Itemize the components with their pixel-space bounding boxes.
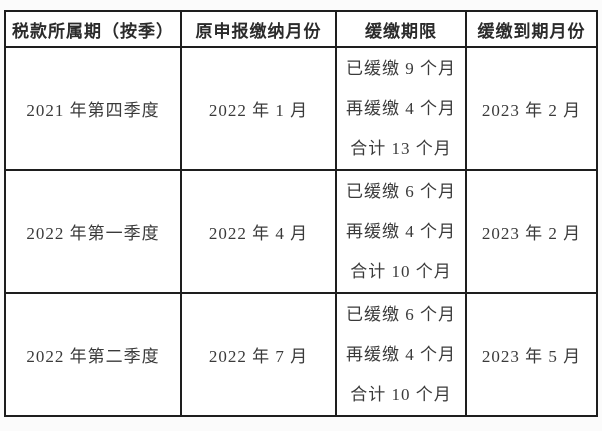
- cell-tax-period: 2022 年第二季度: [4, 292, 182, 417]
- header-original-filing-month: 原申报缴纳月份: [180, 10, 337, 48]
- table-row: 2022 年第一季度 2022 年 4 月 已缓缴 6 个月 再缓缴 4 个月 …: [4, 169, 598, 294]
- header-deferral-due-month: 缓缴到期月份: [465, 10, 598, 48]
- deferral-line-additional: 再缓缴 4 个月: [346, 344, 456, 364]
- deferral-line-total: 合计 13 个月: [350, 138, 452, 158]
- cell-original-filing-month: 2022 年 1 月: [180, 46, 337, 171]
- deferral-line-already: 已缓缴 6 个月: [346, 304, 456, 324]
- table-row: 2021 年第四季度 2022 年 1 月 已缓缴 9 个月 再缓缴 4 个月 …: [4, 46, 598, 171]
- deferral-line-additional: 再缓缴 4 个月: [346, 98, 456, 118]
- cell-deferral-period: 已缓缴 6 个月 再缓缴 4 个月 合计 10 个月: [335, 169, 467, 294]
- cell-deferral-due-month: 2023 年 5 月: [465, 292, 598, 417]
- deferral-line-already: 已缓缴 9 个月: [346, 58, 456, 78]
- deferral-line-additional: 再缓缴 4 个月: [346, 221, 456, 241]
- header-row: 税款所属期（按季） 原申报缴纳月份 缓缴期限 缓缴到期月份: [4, 10, 598, 48]
- deferral-line-already: 已缓缴 6 个月: [346, 181, 456, 201]
- cell-deferral-period: 已缓缴 9 个月 再缓缴 4 个月 合计 13 个月: [335, 46, 467, 171]
- header-deferral-period: 缓缴期限: [335, 10, 467, 48]
- cell-deferral-due-month: 2023 年 2 月: [465, 169, 598, 294]
- cell-tax-period: 2022 年第一季度: [4, 169, 182, 294]
- cell-deferral-due-month: 2023 年 2 月: [465, 46, 598, 171]
- cell-original-filing-month: 2022 年 4 月: [180, 169, 337, 294]
- deferral-line-total: 合计 10 个月: [350, 261, 452, 281]
- header-tax-period: 税款所属期（按季）: [4, 10, 182, 48]
- deferral-line-total: 合计 10 个月: [350, 384, 452, 404]
- cell-tax-period: 2021 年第四季度: [4, 46, 182, 171]
- cell-original-filing-month: 2022 年 7 月: [180, 292, 337, 417]
- tax-deferral-table: 税款所属期（按季） 原申报缴纳月份 缓缴期限 缓缴到期月份 2021 年第四季度…: [4, 10, 598, 417]
- cell-deferral-period: 已缓缴 6 个月 再缓缴 4 个月 合计 10 个月: [335, 292, 467, 417]
- table-row: 2022 年第二季度 2022 年 7 月 已缓缴 6 个月 再缓缴 4 个月 …: [4, 292, 598, 417]
